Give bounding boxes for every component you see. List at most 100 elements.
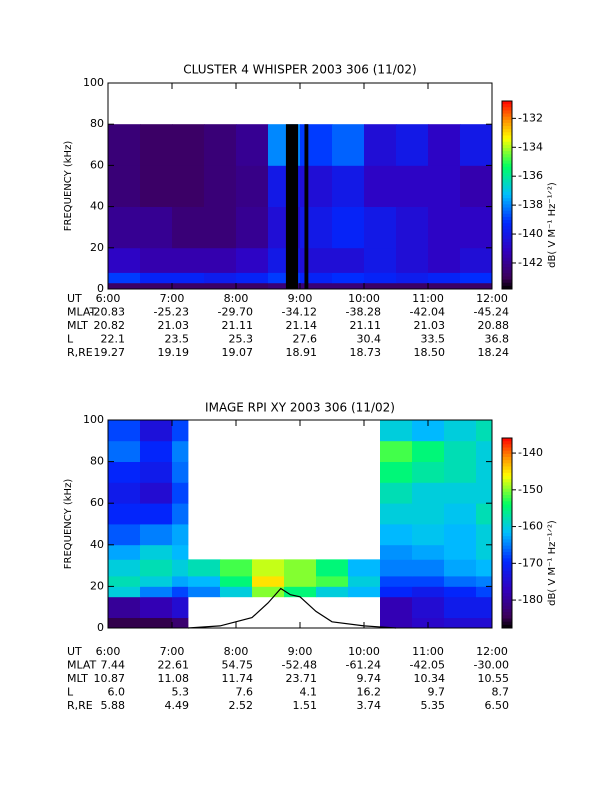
- ephemeris-value: 25.3: [229, 333, 254, 346]
- ephemeris-value: -42.04: [410, 306, 445, 319]
- heat-cell: [188, 586, 221, 598]
- colorbar-swatch: [502, 501, 512, 505]
- colorbar-swatch: [502, 135, 512, 140]
- heat-cell: [108, 272, 141, 284]
- heat-cell: [396, 124, 429, 166]
- heat-cell: [204, 247, 237, 273]
- heat-cell: [412, 461, 445, 483]
- heat-cell: [444, 544, 477, 560]
- colorbar-tick-label: -170: [518, 556, 543, 569]
- heat-cell: [140, 576, 173, 587]
- colorbar-swatch: [502, 564, 512, 569]
- heat-cell: [476, 617, 493, 629]
- ephemeris-value: 10.87: [94, 672, 126, 685]
- colorbar-swatch: [502, 558, 512, 562]
- colorbar-swatch: [502, 596, 512, 600]
- heat-cell: [172, 596, 189, 618]
- ephemeris-value: 21.11: [350, 319, 382, 332]
- colorbar-swatch: [502, 612, 512, 616]
- colorbar-swatch: [502, 510, 512, 515]
- heat-cell: [412, 586, 445, 598]
- heat-cell: [476, 596, 493, 618]
- ephemeris-value: 20.82: [94, 319, 126, 332]
- heat-cell: [364, 282, 397, 290]
- ephemeris-value: -61.24: [346, 659, 381, 672]
- heat-cell: [380, 596, 413, 618]
- x-tick-label: 9:00: [288, 292, 313, 305]
- ephemeris-value: -38.28: [346, 306, 381, 319]
- ephemeris-value: 18.91: [286, 346, 318, 359]
- heat-cell: [108, 503, 141, 525]
- colorbar-swatch: [502, 504, 512, 509]
- heat-cell: [332, 206, 365, 249]
- heat-cell: [380, 503, 413, 525]
- heat-cell: [316, 586, 349, 598]
- heat-cell: [188, 559, 221, 577]
- x-tick-label: 10:00: [348, 645, 380, 658]
- colorbar-swatch: [502, 166, 512, 171]
- heat-cell: [460, 282, 493, 290]
- heat-cell: [220, 576, 253, 587]
- colorbar-swatch: [502, 602, 512, 607]
- heat-cell: [172, 524, 189, 546]
- colorbar-swatch: [502, 113, 512, 118]
- colorbar-swatch: [502, 151, 512, 155]
- ephemeris-value: 3.74: [357, 699, 382, 712]
- colorbar-swatch: [502, 495, 512, 499]
- heat-cell: [332, 165, 365, 207]
- ephemeris-label: MLT: [67, 672, 88, 685]
- heat-cell: [380, 524, 413, 546]
- colorbar-swatch: [502, 273, 512, 277]
- heat-cell: [284, 559, 317, 577]
- colorbar-swatch: [502, 257, 512, 262]
- colorbar-swatch: [502, 213, 512, 218]
- heat-cell: [412, 420, 445, 442]
- colorbar-swatch: [502, 479, 512, 483]
- colorbar-tick-label: -132: [518, 111, 543, 124]
- heat-cell: [412, 503, 445, 525]
- heat-cell: [396, 165, 429, 207]
- colorbar-swatch: [502, 539, 512, 543]
- colorbar-swatch: [502, 104, 512, 108]
- colorbar-swatch: [502, 507, 512, 512]
- heat-cell: [172, 124, 205, 166]
- colorbar-swatch: [502, 450, 512, 455]
- colorbar-swatch: [502, 580, 512, 585]
- ephemeris-label: UT: [67, 292, 82, 305]
- heat-cell: [140, 461, 173, 483]
- heat-cell: [172, 617, 189, 629]
- colorbar-swatch: [502, 238, 512, 243]
- heat-cell: [444, 440, 477, 462]
- heat-cell: [108, 586, 141, 598]
- ephemeris-value: 11.08: [158, 672, 190, 685]
- heat-cell: [172, 247, 205, 273]
- heat-cell: [412, 576, 445, 587]
- y-tick-label: 40: [90, 200, 104, 213]
- colorbar-swatch: [502, 126, 512, 130]
- y-tick-label: 40: [90, 538, 104, 551]
- x-tick-label: 11:00: [412, 645, 444, 658]
- heat-cell: [204, 206, 237, 249]
- panel-title: IMAGE RPI XY 2003 306 (11/02): [205, 401, 395, 415]
- colorbar-swatch: [502, 476, 512, 480]
- heat-cell: [108, 206, 141, 249]
- ephemeris-value: 18.73: [350, 346, 382, 359]
- ephemeris-value: 30.4: [357, 333, 382, 346]
- ephemeris-value: 6.50: [485, 699, 510, 712]
- ephemeris-value: 5.3: [172, 686, 190, 699]
- ephemeris-value: 33.5: [421, 333, 446, 346]
- panel-title: CLUSTER 4 WHISPER 2003 306 (11/02): [183, 63, 416, 77]
- colorbar-swatch: [502, 248, 512, 252]
- colorbar-swatch: [502, 101, 512, 105]
- ephemeris-label: MLAT: [67, 306, 97, 319]
- plasma-curve: [187, 587, 397, 629]
- heat-cell: [428, 282, 461, 290]
- heat-cell: [332, 282, 365, 290]
- heat-cell: [172, 576, 189, 587]
- heat-cell: [476, 586, 493, 598]
- colorbar-tick-label: -142: [518, 256, 543, 269]
- ephemeris-value: 22.61: [158, 659, 190, 672]
- heat-cell: [316, 559, 349, 577]
- x-tick-label: 7:00: [160, 645, 185, 658]
- heat-cell: [140, 503, 173, 525]
